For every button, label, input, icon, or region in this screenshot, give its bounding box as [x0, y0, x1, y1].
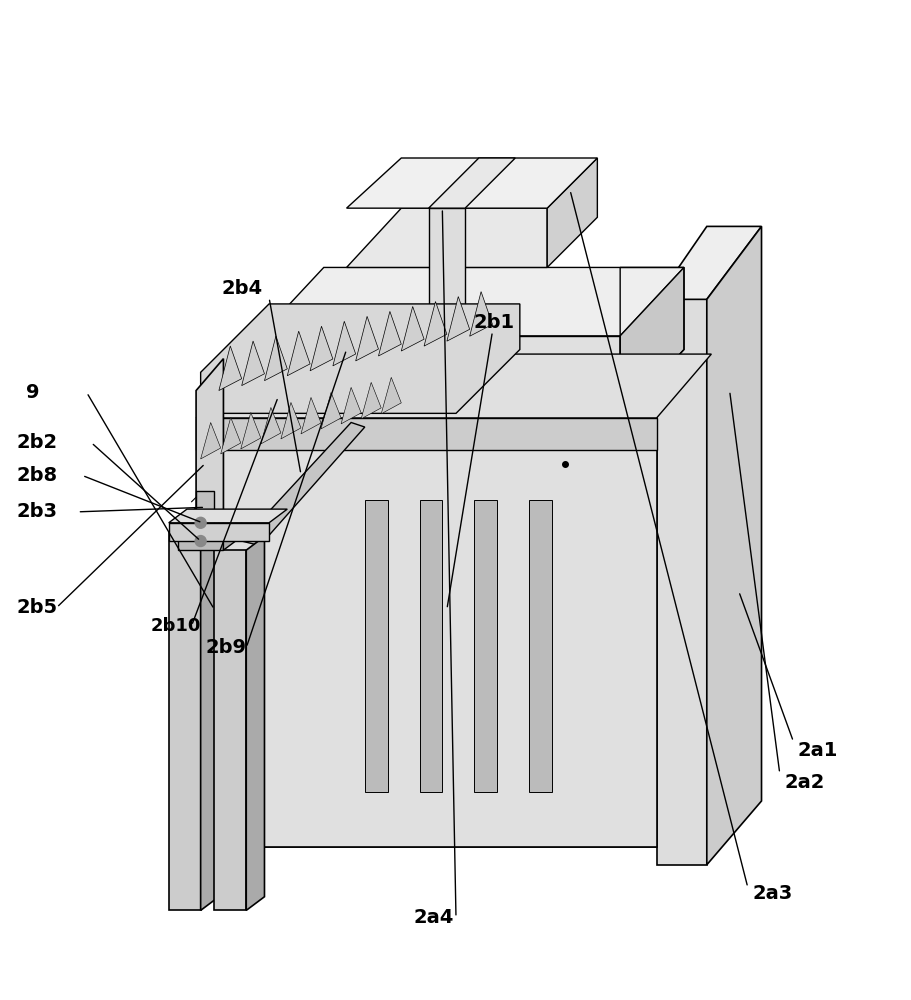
Polygon shape [214, 550, 246, 910]
Polygon shape [223, 518, 241, 550]
Polygon shape [200, 422, 220, 459]
Polygon shape [196, 359, 223, 596]
Text: 2b1: 2b1 [473, 313, 515, 332]
Polygon shape [401, 306, 424, 351]
Polygon shape [196, 354, 711, 418]
Text: 2a4: 2a4 [413, 908, 453, 927]
Polygon shape [346, 158, 597, 208]
Polygon shape [321, 392, 341, 429]
Polygon shape [260, 267, 683, 336]
Polygon shape [364, 500, 387, 792]
Polygon shape [355, 316, 378, 361]
Polygon shape [424, 302, 446, 346]
Text: 9: 9 [26, 383, 39, 402]
Polygon shape [178, 532, 223, 550]
Polygon shape [246, 536, 264, 910]
Polygon shape [619, 267, 683, 418]
Text: 2a1: 2a1 [797, 741, 837, 760]
Text: 2b8: 2b8 [16, 466, 57, 485]
Polygon shape [200, 518, 219, 910]
Polygon shape [214, 400, 656, 847]
Polygon shape [264, 336, 287, 381]
Circle shape [195, 517, 206, 528]
Polygon shape [547, 158, 597, 267]
Polygon shape [474, 500, 496, 792]
Polygon shape [419, 500, 442, 792]
Polygon shape [281, 402, 301, 439]
Polygon shape [241, 412, 261, 449]
Text: 2b5: 2b5 [16, 598, 57, 617]
Polygon shape [196, 418, 656, 450]
Polygon shape [169, 523, 269, 541]
Text: 2a2: 2a2 [783, 773, 824, 792]
Polygon shape [169, 532, 200, 910]
Polygon shape [428, 208, 465, 336]
Polygon shape [241, 422, 364, 546]
Polygon shape [341, 387, 361, 424]
Text: 2b4: 2b4 [220, 279, 262, 298]
Polygon shape [219, 346, 241, 391]
Circle shape [195, 536, 206, 547]
Polygon shape [169, 509, 287, 523]
Polygon shape [196, 491, 214, 536]
Polygon shape [456, 336, 460, 418]
Polygon shape [378, 311, 401, 356]
Polygon shape [200, 304, 519, 413]
Text: 2b2: 2b2 [16, 433, 57, 452]
Polygon shape [361, 382, 381, 419]
Polygon shape [214, 422, 656, 847]
Polygon shape [214, 318, 738, 400]
Polygon shape [528, 500, 551, 792]
Polygon shape [346, 208, 547, 267]
Polygon shape [656, 226, 761, 299]
Polygon shape [301, 397, 321, 434]
Polygon shape [381, 377, 401, 414]
Polygon shape [428, 158, 515, 208]
Text: 2b9: 2b9 [205, 638, 246, 657]
Polygon shape [706, 226, 761, 865]
Polygon shape [656, 318, 738, 847]
Polygon shape [220, 417, 241, 454]
Polygon shape [261, 407, 281, 444]
Text: 2b10: 2b10 [150, 617, 200, 635]
Polygon shape [469, 292, 492, 336]
Polygon shape [446, 297, 469, 341]
Polygon shape [333, 321, 355, 366]
Polygon shape [310, 326, 333, 371]
Polygon shape [287, 331, 310, 376]
Polygon shape [241, 341, 264, 386]
Polygon shape [260, 336, 619, 418]
Text: 2b3: 2b3 [16, 502, 57, 521]
Polygon shape [656, 299, 706, 865]
Text: 2a3: 2a3 [752, 884, 792, 903]
